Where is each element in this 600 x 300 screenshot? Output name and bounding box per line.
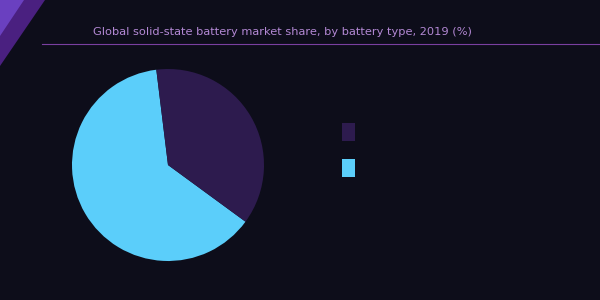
Wedge shape bbox=[157, 69, 264, 222]
Wedge shape bbox=[72, 70, 245, 261]
Text: Global solid-state battery market share, by battery type, 2019 (%): Global solid-state battery market share,… bbox=[93, 27, 472, 37]
